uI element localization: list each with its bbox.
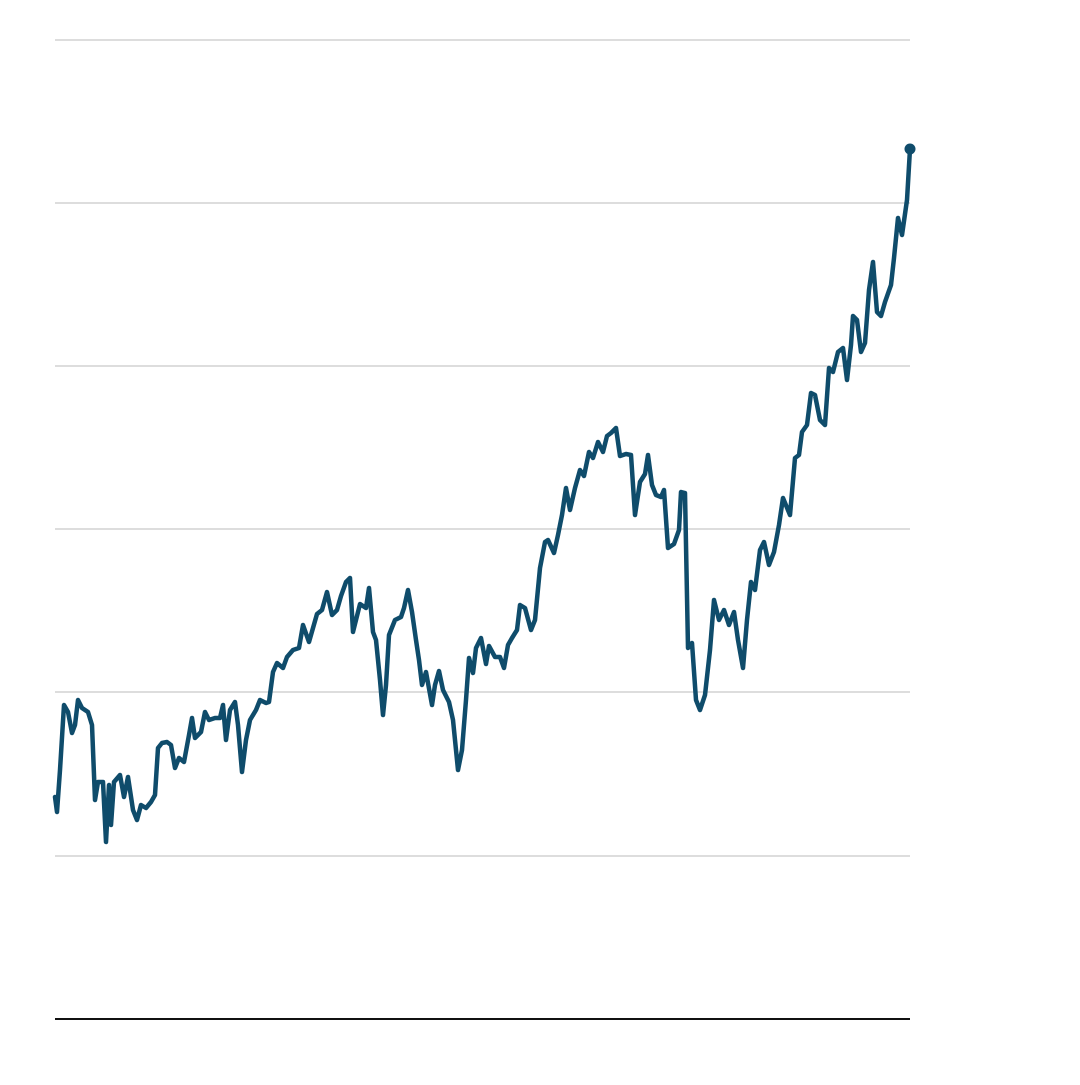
line [52,146,913,845]
end-dot [904,143,916,155]
